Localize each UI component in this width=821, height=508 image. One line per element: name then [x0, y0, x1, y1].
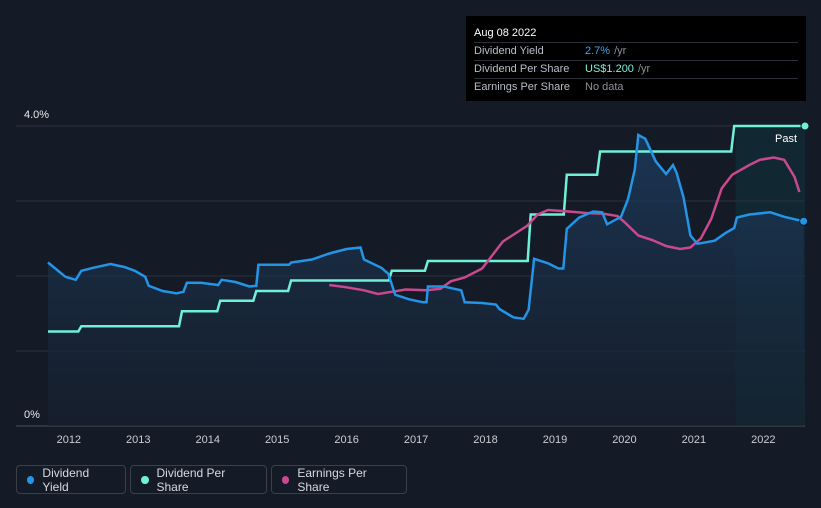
x-tick-label: 2012	[57, 434, 81, 446]
x-tick-label: 2018	[473, 434, 497, 446]
legend-label: Earnings Per Share	[297, 465, 367, 494]
legend-dot-icon	[27, 475, 35, 484]
dividend-per-share-end-marker	[800, 121, 810, 131]
legend-dot-icon	[282, 475, 290, 484]
legend-label: Dividend Yield	[42, 465, 90, 494]
tooltip-value: No data	[585, 81, 624, 93]
x-tick-label: 2020	[612, 434, 636, 446]
dividend-yield-area	[48, 135, 804, 426]
tooltip-value: US$1.200	[585, 63, 634, 75]
tooltip-row-earnings-per-share: Earnings Per Share No data	[474, 78, 798, 96]
tooltip-panel: Aug 08 2022 Dividend Yield 2.7%/yr Divid…	[466, 16, 806, 101]
dividend-yield-line	[47, 133, 804, 321]
chart-legend: Dividend Yield Dividend Per Share Earnin…	[16, 465, 407, 494]
x-tick-label: 2016	[334, 434, 358, 446]
x-tick-label: 2019	[543, 434, 567, 446]
tooltip-label: Earnings Per Share	[474, 81, 570, 93]
dividend-per-share-line	[48, 124, 805, 333]
x-axis-ticks: 2012 2013 2014 2015 2016 2017 2018 2019 2020 2021…	[57, 434, 776, 446]
legend-earnings-per-share[interactable]: Earnings Per Share	[271, 465, 407, 494]
dividend-yield-end-marker	[799, 216, 809, 226]
tooltip-row-dividend-per-share: Dividend Per Share US$1.200/yr	[474, 60, 798, 78]
tooltip-row-dividend-yield: Dividend Yield 2.7%/yr	[474, 42, 798, 60]
x-tick-label: 2021	[682, 434, 706, 446]
x-tick-label: 2017	[404, 434, 428, 446]
past-label: Past	[775, 133, 797, 145]
y-axis-bottom-label: 0%	[24, 409, 40, 421]
tooltip-date: Aug 08 2022	[474, 27, 537, 39]
y-axis-top-label: 4.0%	[24, 109, 49, 121]
legend-dot-icon	[141, 475, 149, 484]
tooltip-label: Dividend Yield	[474, 45, 544, 57]
legend-dividend-yield[interactable]: Dividend Yield	[16, 465, 126, 494]
x-tick-label: 2013	[126, 434, 150, 446]
legend-label: Dividend Per Share	[156, 465, 226, 494]
tooltip-unit: /yr	[637, 63, 651, 75]
x-tick-label: 2022	[751, 434, 775, 446]
legend-dividend-per-share[interactable]: Dividend Per Share	[130, 465, 267, 494]
tooltip-unit: /yr	[614, 45, 627, 57]
tooltip-label: Dividend Per Share	[474, 63, 570, 75]
tooltip-value: 2.7%	[585, 45, 611, 57]
x-tick-label: 2015	[265, 434, 289, 446]
x-tick-label: 2014	[195, 434, 219, 446]
